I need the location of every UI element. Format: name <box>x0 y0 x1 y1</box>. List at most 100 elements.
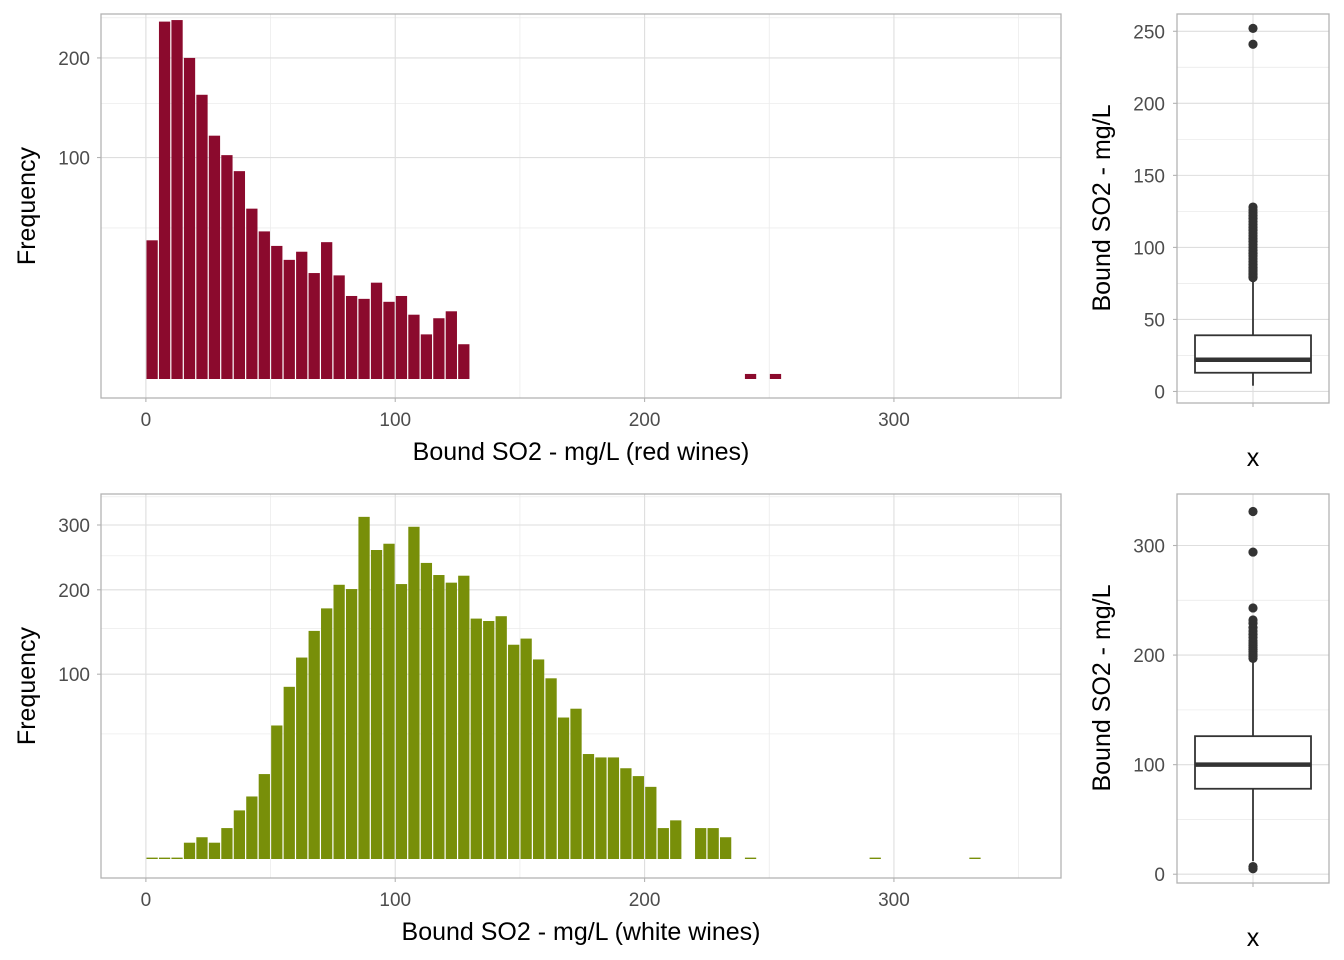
x-tick-label: 200 <box>629 890 661 911</box>
y-tick-label: 150 <box>1133 166 1165 187</box>
histogram-bar <box>645 786 657 859</box>
y-tick-label: 300 <box>58 516 90 537</box>
outlier-point <box>1248 506 1258 517</box>
x-axis-title: x <box>1247 444 1260 472</box>
x-tick-label: 100 <box>379 890 411 911</box>
histogram-bar <box>196 837 208 859</box>
y-axis-title: Frequency <box>13 626 41 745</box>
y-tick-label: 0 <box>1154 865 1165 886</box>
histogram-bar <box>208 842 221 859</box>
histogram-bar <box>158 21 171 380</box>
histogram-bar <box>171 857 183 859</box>
histogram-bar <box>271 245 283 379</box>
histogram-bar <box>221 828 233 859</box>
histogram-bar <box>744 857 757 859</box>
histogram-bar <box>657 828 669 859</box>
histogram-bar <box>445 311 457 379</box>
y-tick-label: 300 <box>1133 537 1165 558</box>
histogram-bar <box>769 373 782 379</box>
outlier-point <box>1248 547 1258 557</box>
y-tick-label: 100 <box>58 149 90 170</box>
x-tick-label: 0 <box>141 410 152 431</box>
histogram-bar <box>196 94 208 379</box>
histogram-bar <box>308 630 320 859</box>
histogram-bar <box>595 757 607 859</box>
histogram-bar <box>408 526 420 859</box>
histogram-bar <box>258 231 270 379</box>
outlier-point <box>1248 861 1258 872</box>
histogram-bar <box>719 837 732 859</box>
histogram-bar <box>433 318 445 379</box>
y-axis-title: Bound SO2 - mg/L <box>1088 584 1116 791</box>
y-axis-title: Bound SO2 - mg/L <box>1088 104 1116 311</box>
histogram-bar <box>296 251 308 379</box>
x-axis-title: Bound SO2 - mg/L (white wines) <box>402 918 761 946</box>
histogram-bar <box>146 240 158 379</box>
histogram-bar <box>433 575 445 859</box>
histogram-bar <box>395 584 408 859</box>
histogram-bar <box>395 295 408 379</box>
y-tick-label: 0 <box>1154 382 1165 403</box>
x-tick-label: 0 <box>141 890 152 911</box>
histogram-bar <box>520 638 532 859</box>
y-tick-label: 100 <box>1133 238 1165 259</box>
histogram-bar <box>532 659 545 859</box>
histogram-bar <box>233 171 246 379</box>
histogram-bar <box>508 644 520 859</box>
histogram-bar <box>158 857 171 859</box>
y-tick-label: 100 <box>58 665 90 686</box>
histogram-bar <box>458 344 470 379</box>
histogram-bar <box>271 725 283 859</box>
histogram-bar <box>296 657 308 859</box>
histogram-bar <box>383 543 395 859</box>
histogram-bar <box>495 616 507 859</box>
outlier-point <box>1248 202 1258 212</box>
histogram-bar <box>383 301 395 379</box>
white-wines-histogram: 0 100 200 300 100 200 300 Bound SO2 - mg/L (whi… <box>13 493 1062 946</box>
red-wines-histogram: 0 100 200 300 100 200 Bound SO2 - mg/L (red wi… <box>13 13 1062 466</box>
histogram-bar <box>420 562 433 859</box>
histogram-bar <box>333 275 345 379</box>
y-tick-label: 50 <box>1144 310 1165 331</box>
x-tick-label: 100 <box>379 410 411 431</box>
y-tick-label: 200 <box>1133 646 1165 667</box>
histogram-bar <box>283 259 295 379</box>
outlier-point <box>1248 603 1258 613</box>
histogram-bar <box>233 810 246 859</box>
y-tick-label: 250 <box>1133 22 1165 43</box>
histogram-bar <box>969 857 981 859</box>
histogram-bar <box>258 774 270 859</box>
histogram-bar <box>695 828 707 859</box>
histogram-bar <box>408 314 420 379</box>
histogram-bar <box>321 608 333 859</box>
histogram-bar <box>370 550 383 859</box>
outlier-point <box>1248 39 1258 49</box>
x-axis-title: Bound SO2 - mg/L (red wines) <box>413 438 750 466</box>
histogram-bar <box>582 754 595 859</box>
y-tick-label: 200 <box>58 581 90 602</box>
x-tick-label: 300 <box>878 890 910 911</box>
histogram-bar <box>208 135 221 379</box>
histogram-bar <box>246 796 258 859</box>
y-tick-label: 100 <box>1133 756 1165 777</box>
histogram-bar <box>557 717 570 859</box>
box-iqr <box>1194 334 1312 374</box>
histogram-bar <box>632 776 644 859</box>
histogram-bar <box>183 842 196 859</box>
histogram-bar <box>483 621 495 859</box>
histogram-bar <box>607 757 620 859</box>
histogram-bar <box>358 298 370 379</box>
white-wines-boxplot: 0 100 200 300 x Bound SO2 - mg/L <box>1088 493 1330 952</box>
histogram-bar <box>171 20 183 379</box>
histogram-bar <box>246 208 258 379</box>
x-tick-label: 200 <box>629 410 661 431</box>
x-tick-label: 300 <box>878 410 910 431</box>
histogram-bar <box>420 334 433 379</box>
y-axis-title: Frequency <box>13 146 41 265</box>
histogram-bar <box>570 708 582 859</box>
histogram-bar <box>183 57 196 379</box>
histogram-bar <box>470 618 482 859</box>
histogram-bar <box>345 295 358 379</box>
y-tick-label: 200 <box>58 49 90 70</box>
histogram-bar <box>458 575 470 859</box>
